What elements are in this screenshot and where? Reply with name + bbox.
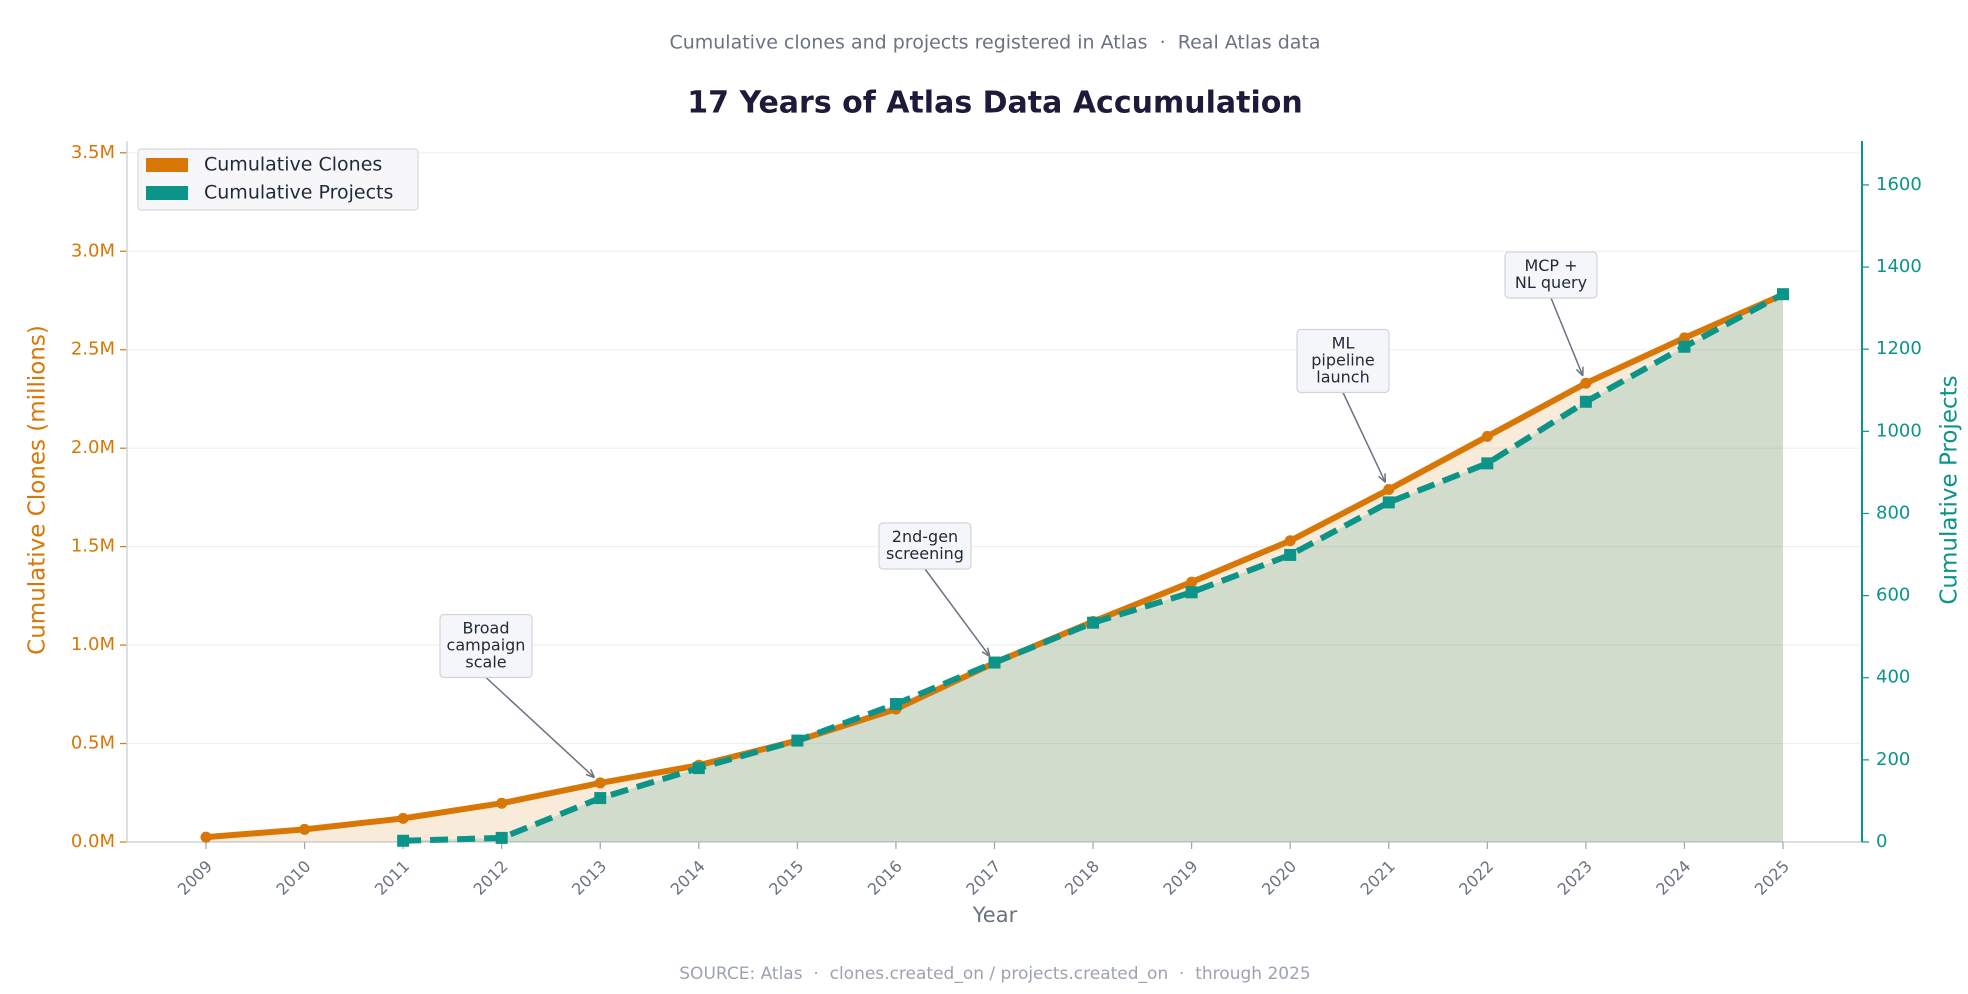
annotation-text: pipeline	[1311, 351, 1374, 370]
point	[397, 812, 409, 824]
point	[495, 831, 508, 844]
point	[1580, 377, 1592, 389]
point	[594, 792, 607, 805]
point	[791, 734, 804, 747]
point	[1382, 496, 1395, 509]
point	[1185, 586, 1198, 599]
point	[594, 777, 606, 789]
chart-source: SOURCE: Atlas · clones.created_on / proj…	[679, 964, 1310, 984]
annotation-text: MCP +	[1524, 256, 1577, 275]
point	[889, 698, 902, 711]
annotation-box	[878, 522, 972, 570]
point	[1383, 484, 1395, 496]
point	[1777, 288, 1789, 301]
y2-tick-label: 1200	[1876, 338, 1922, 359]
annotation-text: Broad	[463, 619, 510, 638]
annotation-text: screening	[886, 544, 964, 563]
point	[1284, 535, 1296, 547]
point	[1579, 395, 1592, 408]
point	[1481, 430, 1493, 442]
y-tick-label: 1.0M	[71, 634, 115, 655]
annotation-text: campaign	[447, 636, 526, 655]
y-tick-label: 0.0M	[71, 831, 115, 852]
y-tick-label: 0.5M	[71, 733, 115, 754]
y2-tick-label: 1000	[1876, 420, 1922, 441]
y-tick-label: 2.5M	[71, 339, 115, 360]
y2-tick-label: 600	[1876, 585, 1910, 606]
annotation-arrow	[1550, 297, 1584, 377]
annotation-arrow	[1342, 392, 1387, 483]
annotation-arrowhead	[981, 647, 991, 658]
chart-subtitle: Cumulative clones and projects registere…	[669, 32, 1320, 54]
annotation-text: ML	[1332, 334, 1355, 353]
y-tick-label: 3.5M	[71, 142, 115, 163]
line	[403, 291, 1785, 844]
y-axis-label: Cumulative Clones (millions)	[25, 325, 51, 655]
legend-label: Cumulative Clones	[204, 154, 382, 176]
y2-tick-label: 1600	[1876, 174, 1922, 195]
area	[206, 294, 1783, 843]
y-tick-label: 2.0M	[71, 437, 115, 458]
point	[1481, 457, 1494, 470]
point	[1678, 340, 1691, 353]
y2-axis-label: Cumulative Projects	[1937, 375, 1963, 604]
point	[1186, 576, 1198, 588]
point	[692, 762, 705, 775]
area	[403, 294, 1783, 843]
point	[1087, 616, 1100, 629]
y2-tick-label: 800	[1876, 502, 1910, 523]
legend-label: Cumulative Projects	[204, 182, 393, 204]
annotation-box	[1504, 251, 1598, 299]
point	[299, 823, 311, 835]
chart-title: 17 Years of Atlas Data Accumulation	[687, 86, 1302, 121]
legend-swatch	[146, 158, 188, 172]
legend-box	[137, 148, 419, 211]
point	[200, 831, 212, 843]
annotation-arrowhead	[1378, 473, 1387, 483]
annotation-box	[439, 613, 533, 679]
annotation-arrow	[485, 676, 595, 779]
point	[397, 834, 410, 847]
point	[1678, 332, 1690, 344]
y-tick-label: 3.0M	[71, 240, 115, 261]
x-axis-label: Year	[972, 903, 1018, 927]
annotation-text: NL query	[1515, 273, 1587, 292]
annotation-arrowhead	[1575, 366, 1584, 377]
annotation-box	[1296, 328, 1390, 394]
y-tick-label: 1.5M	[71, 536, 115, 557]
point	[496, 797, 508, 809]
y2-tick-label: 1400	[1876, 256, 1922, 277]
annotation-text: 2nd-gen	[892, 527, 958, 546]
point	[988, 656, 1001, 669]
y2-tick-label: 200	[1876, 749, 1910, 770]
point	[1284, 548, 1297, 561]
y2-tick-label: 0	[1876, 831, 1887, 852]
annotation-arrowhead	[585, 768, 596, 779]
annotation-text: scale	[465, 653, 506, 672]
annotation-arrow	[924, 568, 991, 657]
y2-tick-label: 400	[1876, 667, 1910, 688]
legend-swatch	[146, 186, 188, 200]
annotation-text: launch	[1316, 368, 1369, 387]
